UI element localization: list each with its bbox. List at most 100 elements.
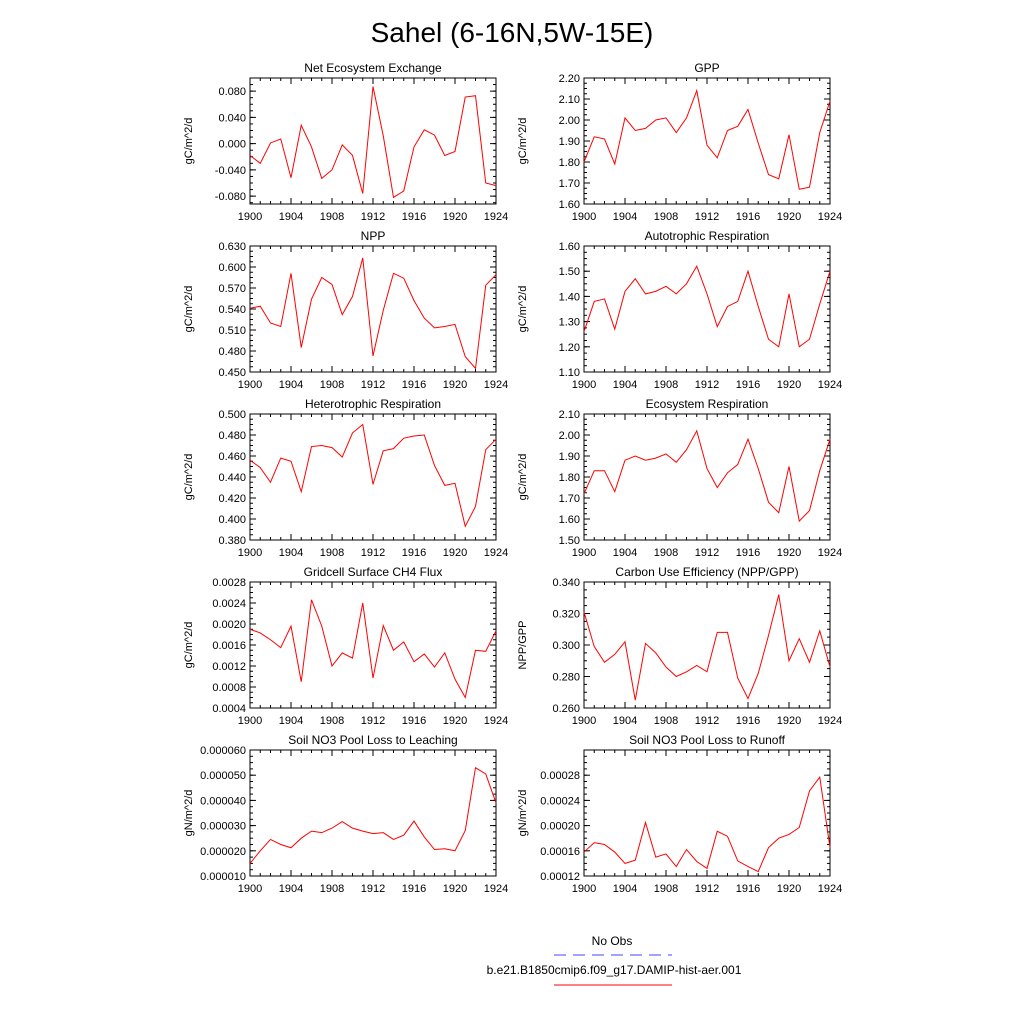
x-tick-label: 1900 [238,379,262,391]
series-line [249,766,497,864]
x-tick-label: 1908 [654,715,678,727]
series-line [583,88,831,190]
x-tick-label: 1900 [238,715,262,727]
y-tick-label: 0.0024 [212,598,246,610]
x-tick-label: 1924 [484,883,508,895]
y-tick-label: 0.400 [218,514,246,526]
y-tick-label: 0.260 [552,703,580,715]
y-tick-label: 0.420 [218,493,246,505]
x-tick-label: 1908 [654,883,678,895]
x-tick-label: 1912 [695,715,719,727]
legend-label-model: b.e21.B1850cmip6.f09_g17.DAMIP-hist-aer.… [487,963,742,977]
x-tick-label: 1920 [443,547,467,559]
series-line [583,775,831,873]
panels: Net Ecosystem Exchange gC/m^2/d 1900 1904 19… [183,61,842,895]
y-tick-label: 0.000030 [200,821,246,833]
y-tick-label: 1.50 [559,535,580,547]
y-tick-label: 0.040 [218,112,246,124]
y-tick-label: 0.340 [552,577,580,589]
x-tick-label: 1924 [484,547,508,559]
y-tick-label: 0.630 [218,241,246,253]
series-line [249,257,497,370]
panel-title: Ecosystem Respiration [646,397,769,411]
x-tick-label: 1916 [402,379,426,391]
x-tick-label: 1908 [320,211,344,223]
x-tick-label: 1916 [402,883,426,895]
x-tick-label: 1908 [320,547,344,559]
y-tick-label: 1.70 [559,178,580,190]
y-tick-label: 1.90 [559,451,580,463]
y-tick-label: -0.080 [215,191,246,203]
figure-title: Sahel (6-16N,5W-15E) [371,17,654,48]
x-tick-label: 1912 [361,379,385,391]
x-tick-label: 1904 [613,547,637,559]
panel-10: Soil NO3 Pool Loss to Runoff gN/m^2/d 1900… [517,733,842,895]
x-tick-label: 1904 [279,547,303,559]
x-tick-label: 1900 [572,379,596,391]
panel-title: Heterotrophic Respiration [305,397,441,411]
x-tick-label: 1900 [572,547,596,559]
x-tick-label: 1924 [818,883,842,895]
y-tick-label: 0.300 [552,640,580,652]
x-tick-label: 1916 [736,883,760,895]
x-tick-label: 1924 [818,715,842,727]
x-tick-label: 1924 [484,715,508,727]
x-tick-label: 1908 [320,715,344,727]
y-axis-label: gC/m^2/d [183,118,195,165]
y-tick-label: 0.0004 [212,703,246,715]
x-tick-label: 1920 [443,211,467,223]
y-tick-label: 0.000060 [200,745,246,757]
y-tick-label: 0.000020 [200,846,246,858]
y-tick-label: 2.20 [559,73,580,85]
y-tick-label: 0.450 [218,367,246,379]
series-line [583,594,831,701]
y-axis-label: gN/m^2/d [183,790,195,837]
y-tick-label: 0.000040 [200,795,246,807]
x-tick-label: 1900 [238,883,262,895]
x-tick-label: 1916 [402,715,426,727]
x-tick-label: 1912 [695,379,719,391]
y-tick-label: 0.600 [218,262,246,274]
legend: No Obs b.e21.B1850cmip6.f09_g17.DAMIP-hi… [487,934,742,986]
y-tick-label: 0.500 [218,409,246,421]
x-tick-label: 1904 [613,211,637,223]
y-tick-label: 0.00016 [540,846,580,858]
x-tick-label: 1912 [695,211,719,223]
y-tick-label: 1.20 [559,342,580,354]
x-tick-label: 1912 [695,883,719,895]
y-tick-label: 1.60 [559,241,580,253]
x-tick-label: 1908 [654,547,678,559]
x-tick-label: 1924 [818,211,842,223]
panel-title: Carbon Use Efficiency (NPP/GPP) [615,565,798,579]
y-tick-label: 0.280 [552,672,580,684]
x-tick-label: 1920 [777,379,801,391]
y-tick-label: 1.70 [559,493,580,505]
panel-9: Soil NO3 Pool Loss to Leaching gN/m^2/d 19… [183,733,508,895]
series-line [249,599,497,699]
panel-title: GPP [694,61,719,75]
x-tick-label: 1904 [613,715,637,727]
panel-7: Gridcell Surface CH4 Flux gC/m^2/d 1900 190… [183,565,508,727]
panel-title: Gridcell Surface CH4 Flux [304,565,443,579]
panel-4: Autotrophic Respiration gC/m^2/d 1900 1904 1… [517,229,842,391]
x-tick-label: 1908 [320,379,344,391]
y-tick-label: 0.460 [218,451,246,463]
x-tick-label: 1924 [484,379,508,391]
x-tick-label: 1920 [777,883,801,895]
legend-label-no-obs: No Obs [592,934,633,948]
y-axis-label: gC/m^2/d [183,454,195,501]
y-tick-label: 0.480 [218,430,246,442]
y-tick-label: 1.80 [559,157,580,169]
y-axis-label: gC/m^2/d [183,622,195,669]
y-tick-label: 0.00024 [540,795,580,807]
x-tick-label: 1904 [279,883,303,895]
y-tick-label: 1.30 [559,317,580,329]
y-axis-label: gC/m^2/d [517,118,529,165]
x-tick-label: 1900 [572,211,596,223]
panel-title: Autotrophic Respiration [645,229,770,243]
x-tick-label: 1924 [484,211,508,223]
x-tick-label: 1920 [777,547,801,559]
panel-8: Carbon Use Efficiency (NPP/GPP) NPP/GPP 19… [517,565,842,727]
y-tick-label: 1.60 [559,514,580,526]
x-tick-label: 1920 [443,883,467,895]
